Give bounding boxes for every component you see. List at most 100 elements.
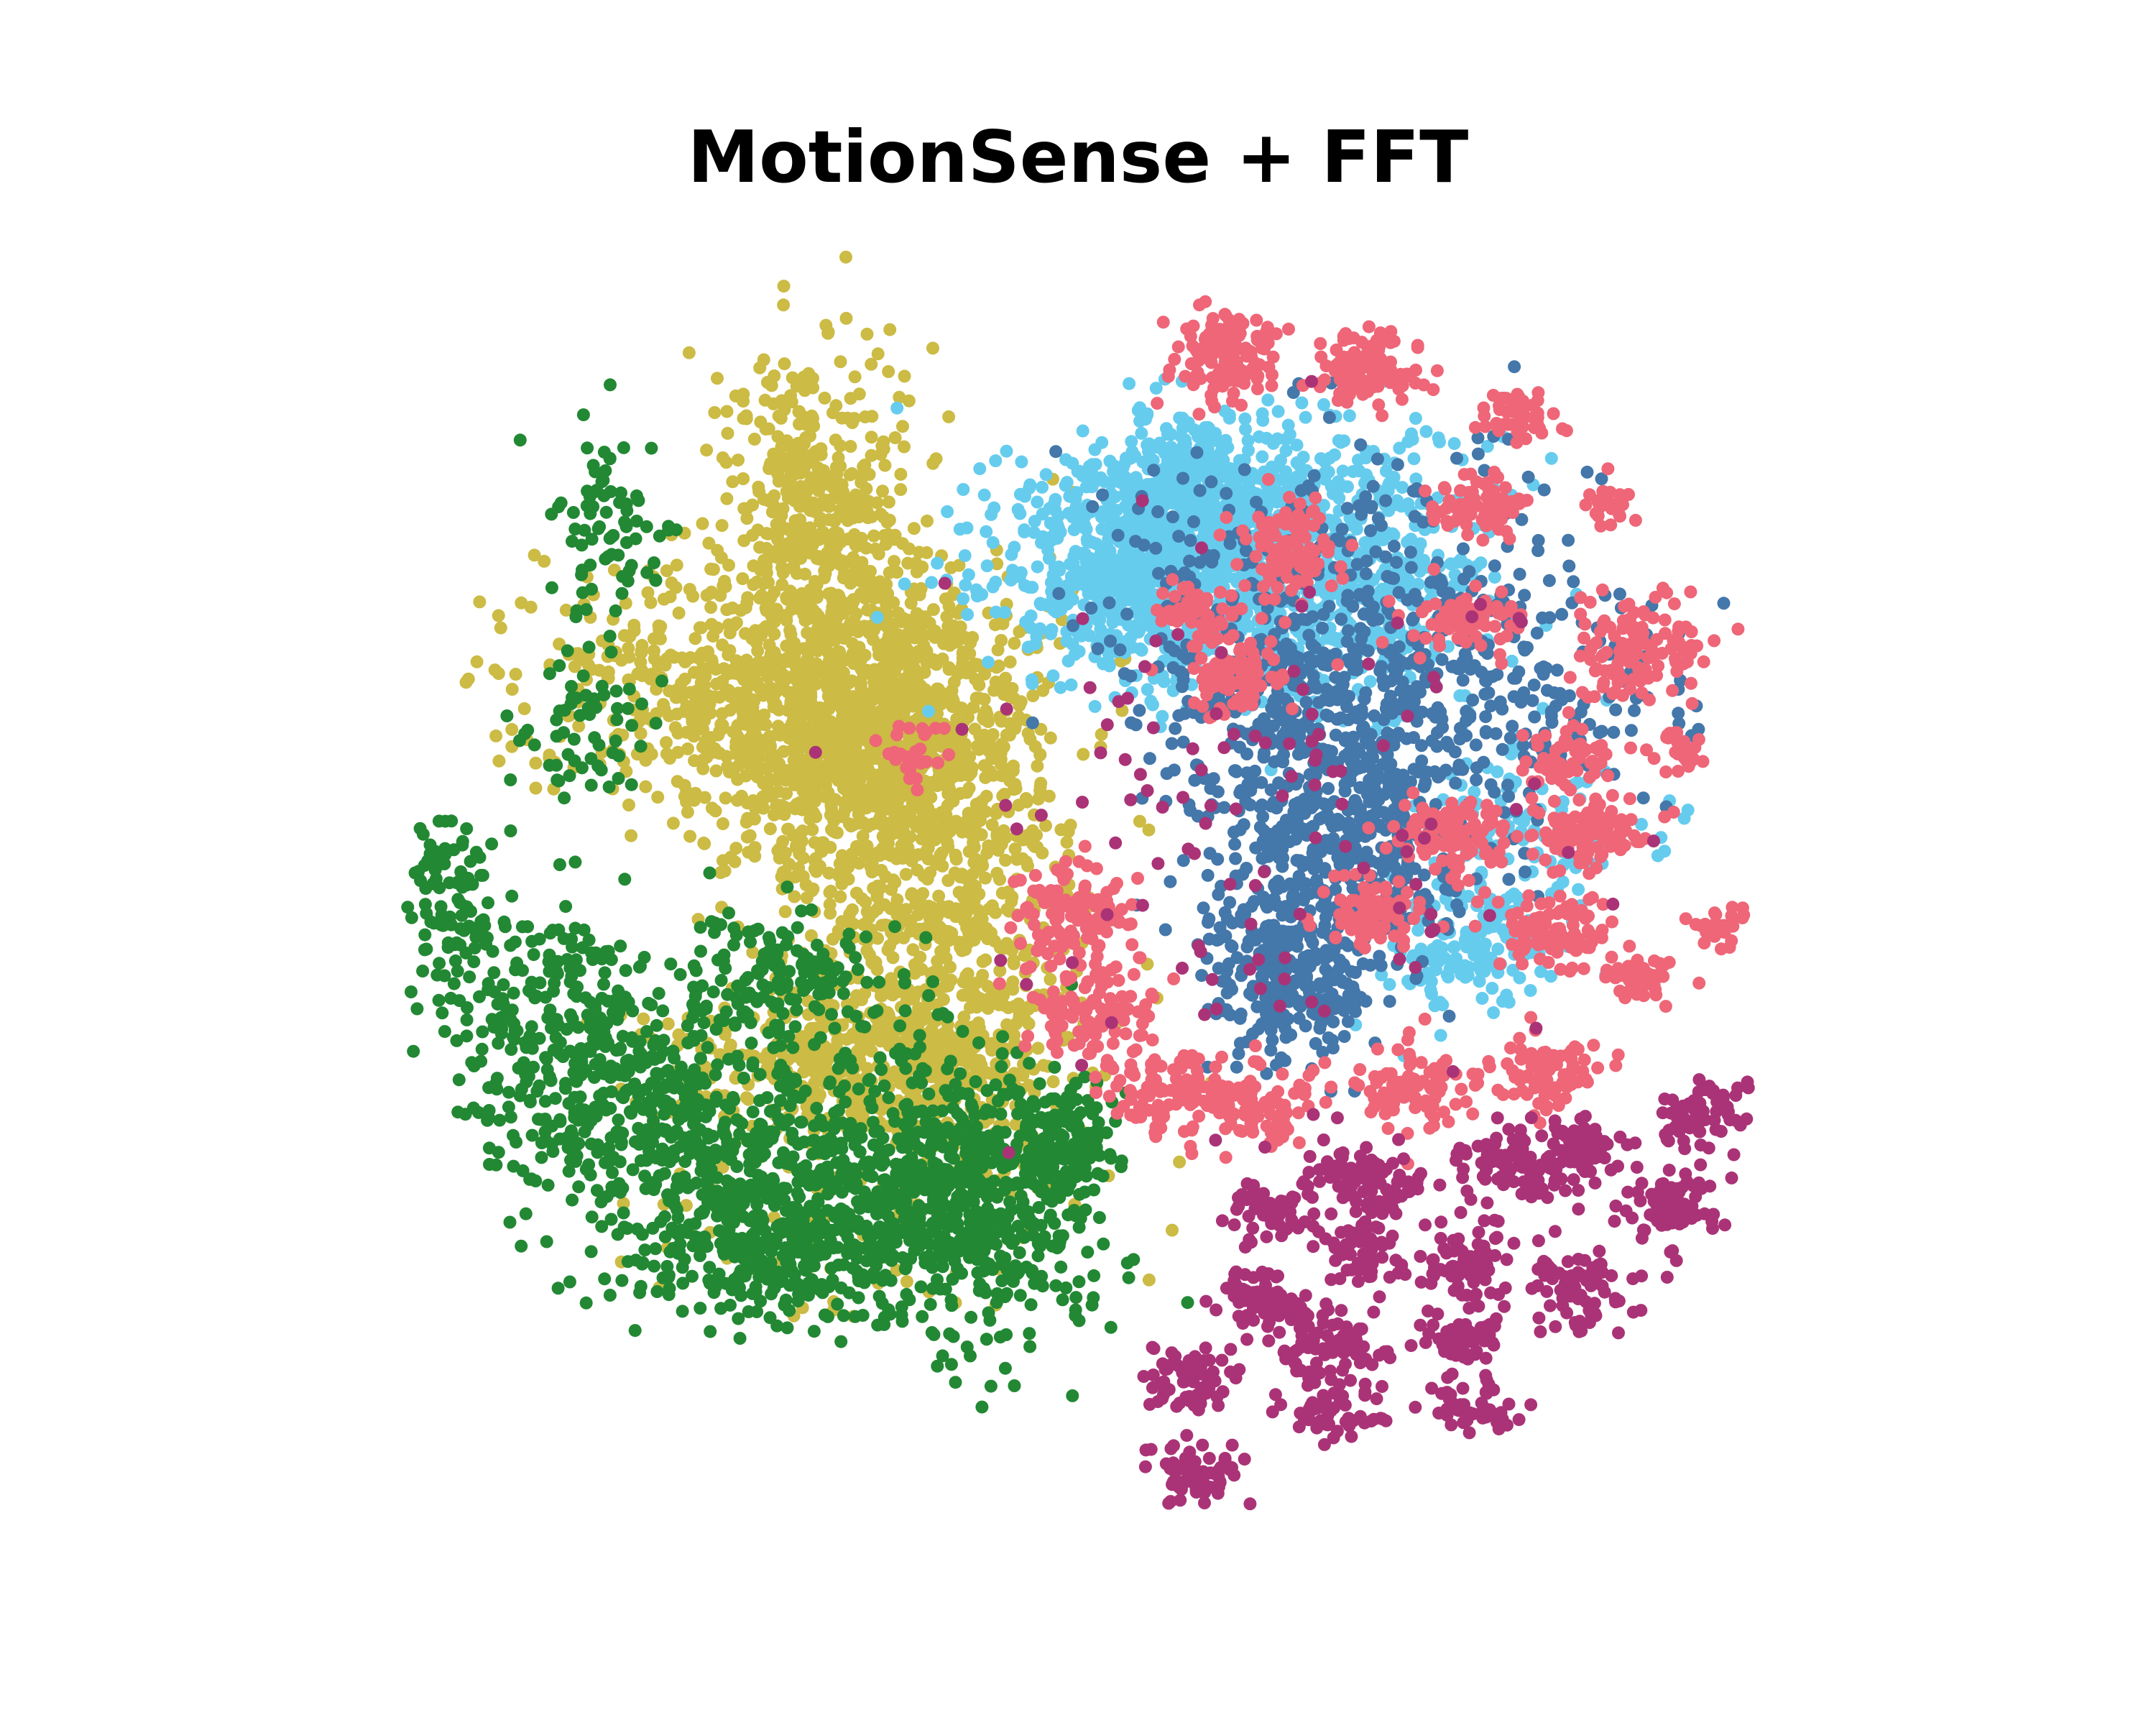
scatter-point — [525, 1041, 539, 1055]
scatter-point — [493, 1113, 507, 1127]
scatter-point — [1104, 1320, 1118, 1334]
scatter-point — [502, 1100, 515, 1114]
scatter-point — [939, 1184, 952, 1198]
scatter-point — [470, 655, 484, 668]
scatter-point — [751, 754, 765, 768]
scatter-point — [750, 636, 763, 649]
scatter-point — [888, 533, 901, 546]
scatter-point — [969, 929, 982, 943]
scatter-point — [741, 811, 755, 825]
scatter-point — [893, 390, 906, 404]
scatter-point — [998, 1218, 1012, 1231]
scatter-point — [705, 617, 719, 631]
scatter-point — [609, 1044, 623, 1057]
scatter-point — [708, 406, 722, 419]
scatter-point — [494, 621, 507, 635]
scatter-point — [688, 1102, 702, 1116]
scatter-point — [1059, 823, 1073, 837]
scatter-point — [736, 572, 750, 586]
scatter-point — [995, 1258, 1008, 1271]
scatter-point — [992, 659, 1005, 673]
scatter-point — [878, 459, 892, 472]
scatter-point — [990, 829, 1004, 842]
scatter-point — [994, 1108, 1008, 1121]
scatter-point — [927, 1117, 941, 1131]
scatter-point — [895, 1300, 908, 1314]
scatter-point — [614, 939, 627, 953]
scatter-point — [650, 1018, 663, 1032]
scatter-point — [573, 1102, 587, 1116]
scatter-series-0 — [459, 250, 1217, 1323]
scatter-point — [977, 712, 990, 725]
scatter-point — [972, 1215, 985, 1229]
scatter-point — [591, 1146, 604, 1159]
scatter-point — [515, 596, 528, 610]
scatter-point — [680, 725, 694, 739]
scatter-point — [568, 855, 582, 869]
scatter-point — [677, 1131, 691, 1145]
scatter-point — [645, 668, 658, 681]
scatter-point — [959, 943, 972, 957]
scatter-point — [938, 980, 952, 993]
scatter-point — [735, 1117, 749, 1131]
scatter-point — [1008, 842, 1022, 856]
scatter-point — [998, 1361, 1012, 1375]
scatter-point — [810, 578, 824, 592]
scatter-point — [1044, 731, 1057, 745]
scatter-point — [1007, 1274, 1020, 1288]
scatter-point — [870, 885, 884, 898]
scatter-point — [553, 858, 566, 871]
scatter-point — [715, 519, 729, 533]
scatter-point — [872, 1125, 885, 1138]
scatter-point — [846, 903, 859, 916]
scatter-point — [566, 1193, 579, 1207]
scatter-point — [906, 699, 920, 712]
scatter-point — [898, 1099, 912, 1113]
scatter-point — [817, 464, 831, 477]
scatter-point — [739, 627, 752, 640]
scatter-point — [806, 472, 820, 486]
scatter-point — [589, 1057, 602, 1071]
scatter-point — [535, 1151, 548, 1164]
scatter-point — [1013, 699, 1026, 712]
scatter-point — [566, 940, 579, 954]
scatter-point — [956, 1025, 969, 1038]
scatter-point — [853, 589, 867, 602]
scatter-point — [968, 722, 982, 736]
scatter-point — [895, 1315, 909, 1328]
scatter-point — [704, 562, 718, 576]
scatter-point — [838, 773, 851, 787]
scatter-point — [696, 517, 709, 530]
scatter-point — [967, 988, 981, 1001]
scatter-point — [878, 637, 892, 650]
scatter-point — [793, 513, 806, 526]
scatter-point — [754, 564, 768, 577]
scatter-point — [856, 791, 870, 805]
scatter-point — [826, 1274, 839, 1287]
scatter-point — [816, 707, 830, 721]
scatter-point — [625, 829, 638, 842]
scatter-point — [970, 1120, 983, 1133]
scatter-point — [746, 1105, 760, 1119]
scatter-point — [947, 676, 961, 689]
scatter-point — [971, 1185, 985, 1199]
scatter-point — [711, 372, 724, 385]
scatter-point — [812, 1140, 826, 1154]
scatter-point — [653, 632, 667, 645]
scatter-point — [842, 740, 855, 754]
scatter-point — [765, 505, 779, 519]
scatter-point — [852, 1082, 865, 1096]
scatter-point — [862, 1200, 875, 1213]
scatter-point — [1000, 903, 1014, 916]
scatter-point — [721, 426, 734, 440]
scatter-point — [874, 448, 888, 461]
scatter-point — [967, 658, 981, 672]
scatter-point — [1092, 1149, 1106, 1162]
scatter-point — [922, 1087, 936, 1100]
scatter-point — [810, 1101, 824, 1115]
scatter-point — [628, 1324, 642, 1338]
scatter-point — [483, 1158, 496, 1171]
scatter-point — [683, 829, 697, 843]
scatter-point — [864, 1034, 877, 1047]
scatter-point — [781, 1157, 795, 1171]
